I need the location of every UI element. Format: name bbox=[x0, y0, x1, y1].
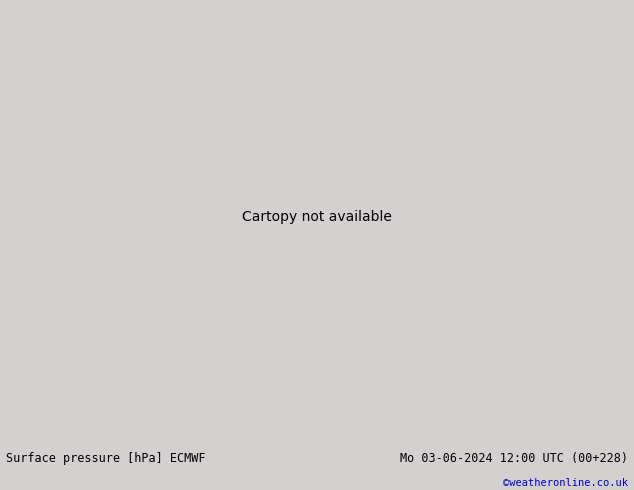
Text: Cartopy not available: Cartopy not available bbox=[242, 210, 392, 223]
Text: Surface pressure [hPa] ECMWF: Surface pressure [hPa] ECMWF bbox=[6, 452, 206, 465]
Text: ©weatheronline.co.uk: ©weatheronline.co.uk bbox=[503, 478, 628, 488]
Text: Mo 03-06-2024 12:00 UTC (00+228): Mo 03-06-2024 12:00 UTC (00+228) bbox=[399, 452, 628, 465]
